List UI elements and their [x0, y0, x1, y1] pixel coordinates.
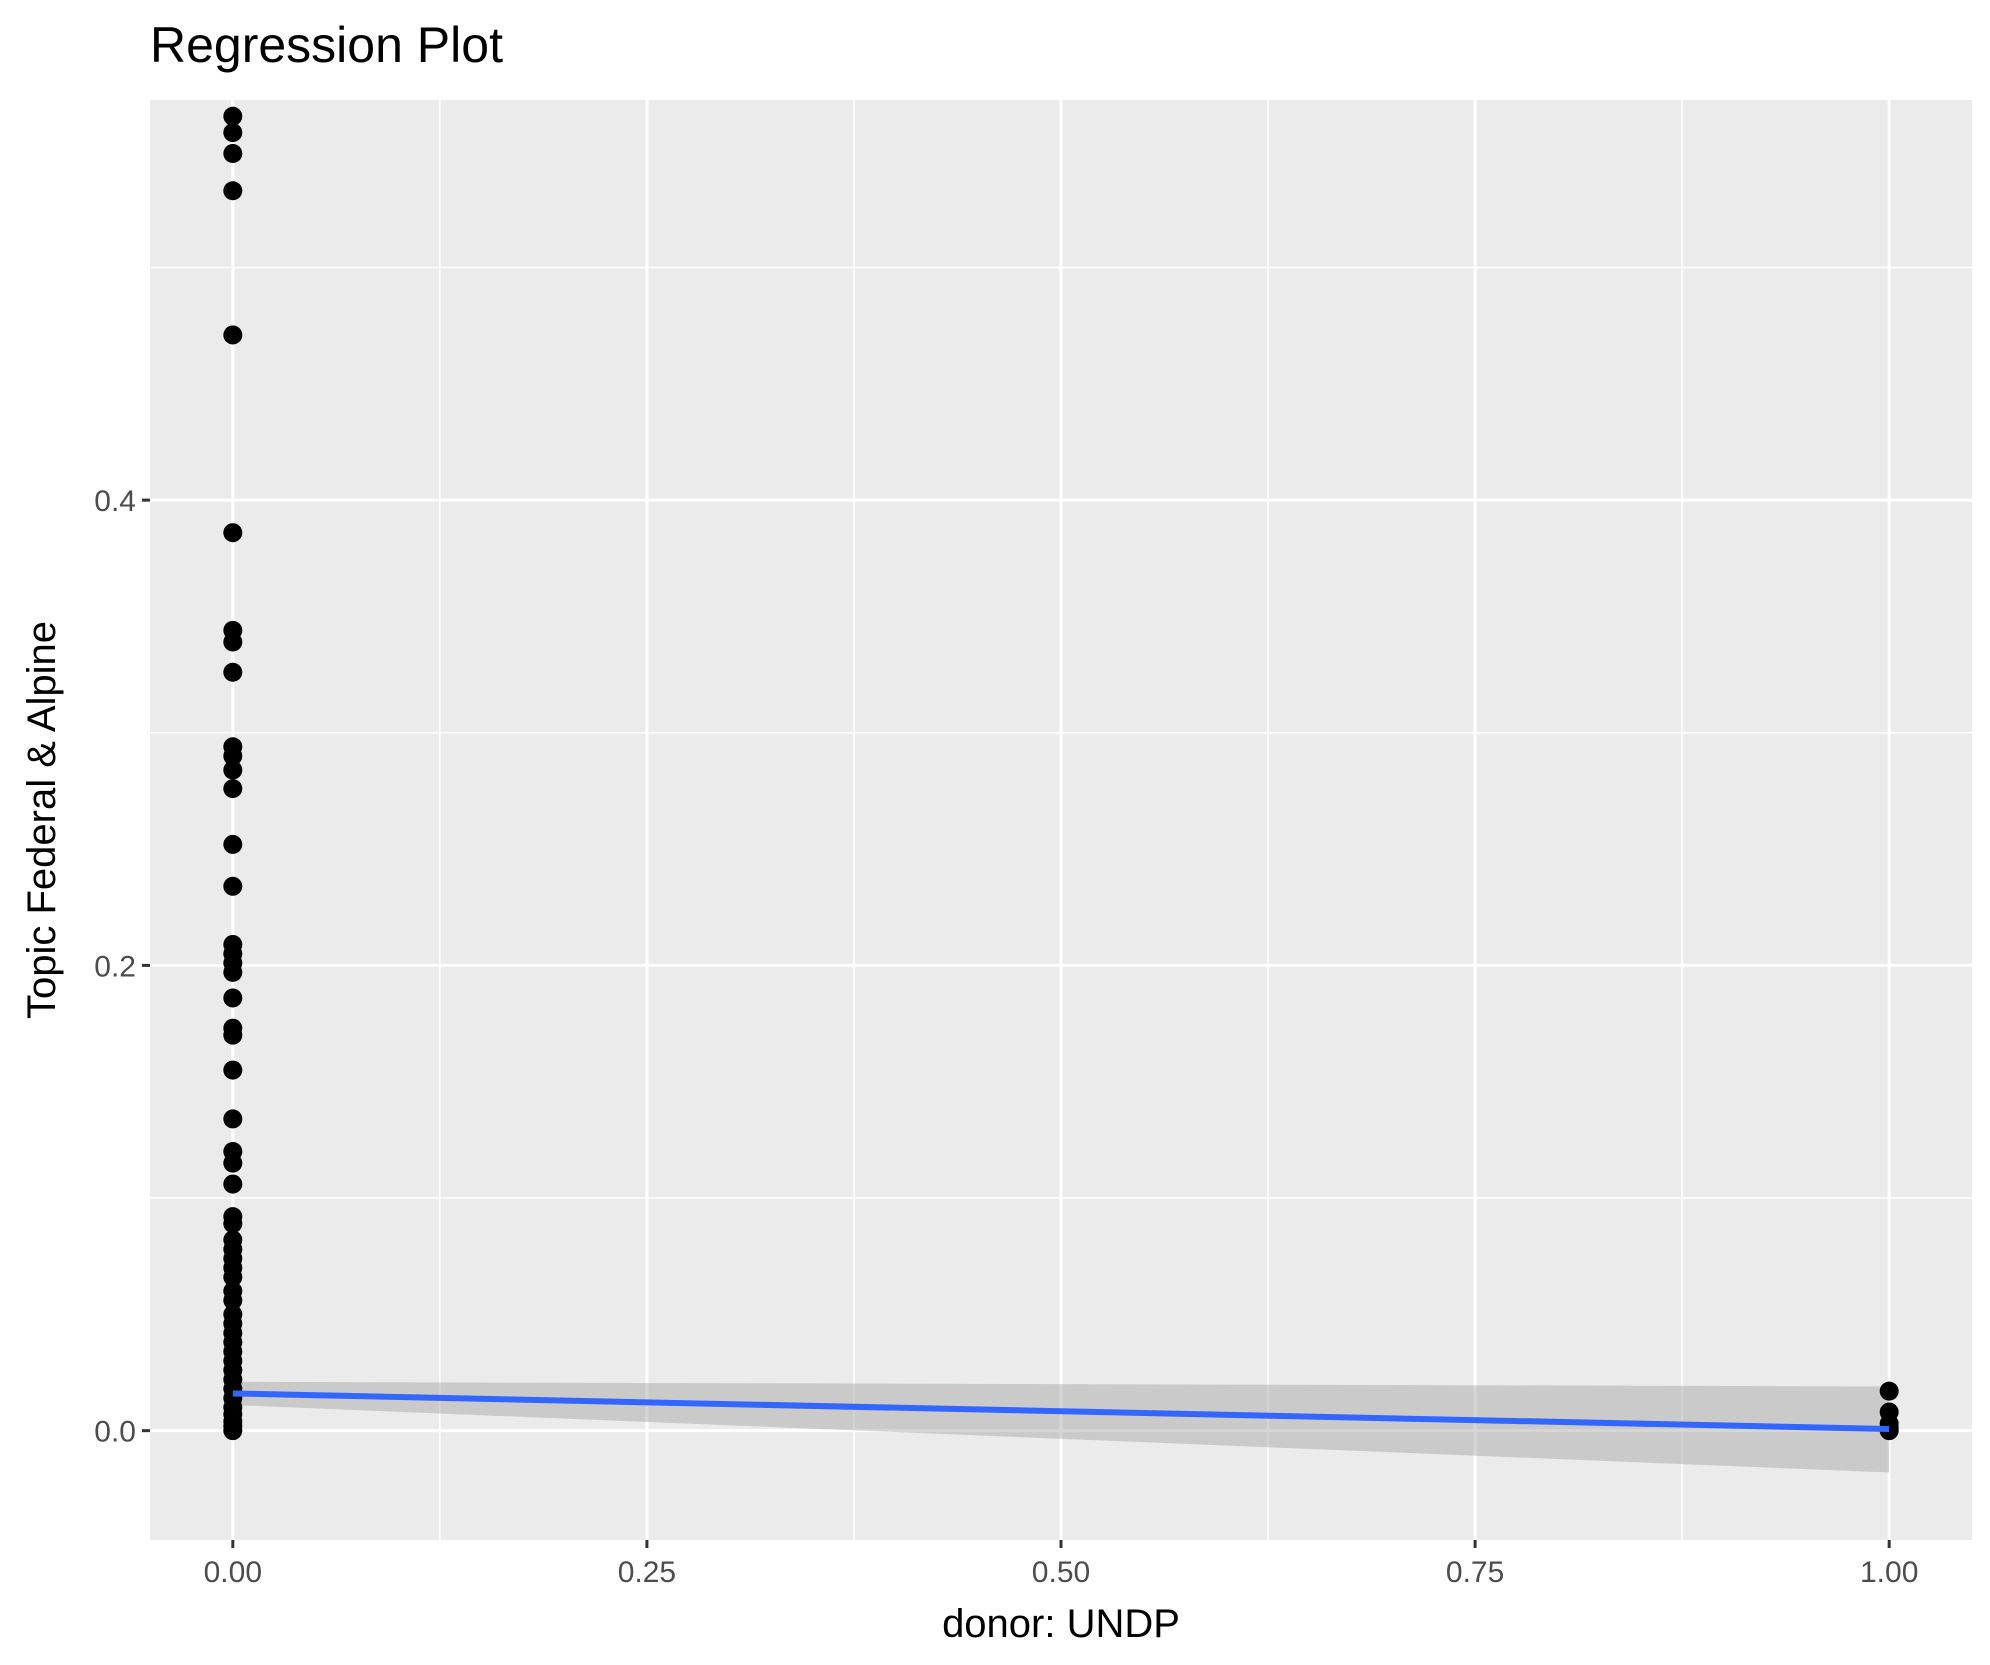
data-point [223, 1060, 243, 1080]
data-point [223, 1025, 243, 1045]
axis-ticks [142, 498, 1891, 1548]
data-point [223, 1421, 243, 1441]
regression-line [232, 1390, 1890, 1433]
data-point [223, 181, 243, 201]
data-point [223, 779, 243, 799]
data-point [223, 1214, 243, 1234]
data-point [223, 632, 243, 652]
regression-line-layer [232, 1390, 1890, 1433]
data-point [223, 1174, 243, 1194]
data-points [223, 106, 1899, 1441]
data-point [1879, 1381, 1899, 1401]
data-point [1879, 1421, 1899, 1441]
data-point [223, 760, 243, 780]
data-point [223, 1267, 243, 1287]
data-point [223, 123, 243, 143]
x-axis-label: donor: UNDP [942, 1602, 1180, 1646]
data-point [223, 144, 243, 164]
x-tick-label: 0.00 [204, 1556, 262, 1589]
y-tick-label: 0.2 [94, 950, 136, 983]
data-point [223, 746, 243, 766]
x-tick-label: 1.00 [1860, 1556, 1918, 1589]
x-tick-label: 0.75 [1446, 1556, 1504, 1589]
y-axis-label: Topic Federal & Alpine [20, 621, 64, 1019]
x-tick-label: 0.25 [618, 1556, 676, 1589]
data-point [223, 325, 243, 345]
y-tick-label: 0.4 [94, 485, 136, 518]
data-point [223, 1109, 243, 1129]
data-point [223, 988, 243, 1008]
data-point [223, 876, 243, 896]
data-point [223, 1290, 243, 1310]
data-point [223, 962, 243, 982]
data-point [223, 106, 243, 126]
data-point [223, 1153, 243, 1173]
x-tick-label: 0.50 [1032, 1556, 1090, 1589]
axis-tick-labels: 0.00 0.25 0.50 0.75 1.00 0.0 0.2 0.4 [94, 485, 1918, 1589]
data-point [223, 662, 243, 682]
data-point [223, 523, 243, 543]
chart-title: Regression Plot [150, 17, 503, 73]
y-tick-label: 0.0 [94, 1416, 136, 1449]
data-point [223, 834, 243, 854]
